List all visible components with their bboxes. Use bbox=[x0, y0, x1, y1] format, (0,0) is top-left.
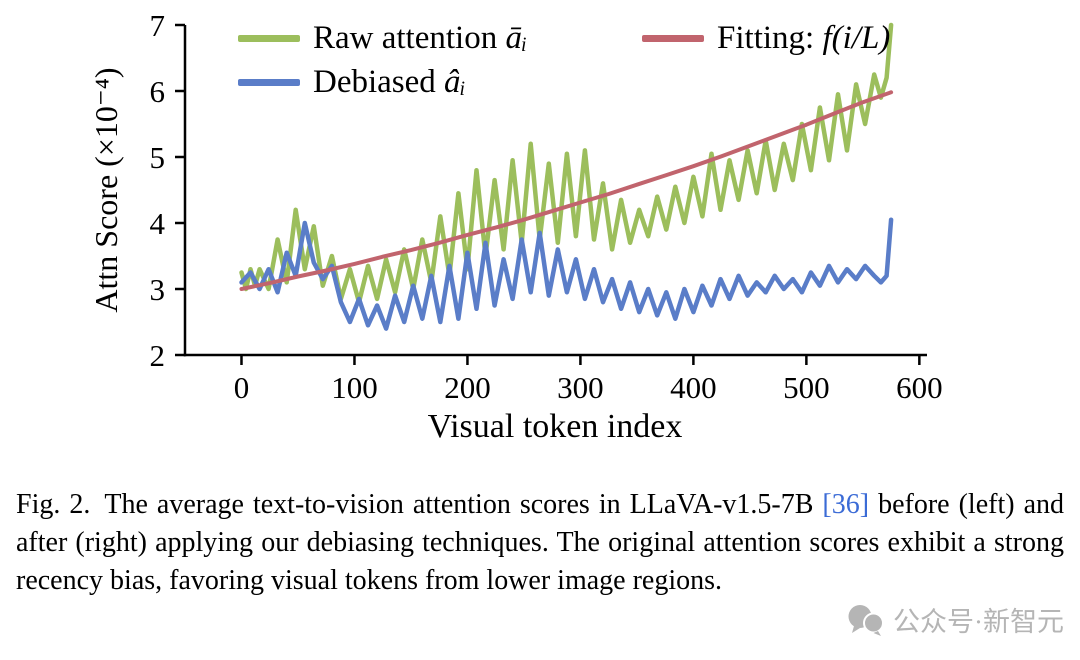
y-tick-label: 3 bbox=[150, 272, 166, 307]
y-axis-label: Attn Score (×10⁻⁴) bbox=[87, 67, 125, 312]
figure-caption: Fig. 2. The average text-to-vision attent… bbox=[16, 486, 1064, 600]
y-tick-label: 6 bbox=[150, 74, 166, 109]
caption-figure-label: Fig. 2. bbox=[16, 489, 91, 520]
y-tick-label: 4 bbox=[150, 206, 166, 241]
legend-item-fitting: Fitting: f(i/L) bbox=[642, 18, 890, 58]
x-tick-label: 500 bbox=[783, 370, 830, 405]
figure-2-chart: 0 100 200 300 400 500 600 2 3 4 5 6 7 Attn Score (×1… bbox=[87, 8, 943, 446]
wechat-icon bbox=[848, 604, 884, 636]
y-tick-label: 2 bbox=[150, 338, 166, 373]
legend-swatch-debiased bbox=[238, 78, 300, 86]
legend-label-debiased: Debiased âᵢ bbox=[313, 63, 466, 100]
x-tick-label: 300 bbox=[557, 370, 604, 405]
caption-text-before-cite: The average text-to-vision attention sco… bbox=[104, 489, 814, 520]
caption-text-after-cite: before (left) and after (right) applying… bbox=[16, 489, 1065, 596]
y-tick-label: 5 bbox=[150, 140, 166, 175]
x-tick-label: 0 bbox=[234, 370, 250, 405]
citation-36[interactable]: [36] bbox=[822, 489, 870, 520]
x-tick-label: 600 bbox=[896, 370, 943, 405]
y-tick-label: 7 bbox=[150, 8, 166, 43]
legend-label-raw-attention: Raw attention āᵢ bbox=[313, 19, 528, 56]
legend-label-fitting: Fitting: f(i/L) bbox=[717, 19, 891, 56]
legend-swatch-fitting bbox=[642, 34, 704, 42]
x-tick-label: 100 bbox=[331, 370, 378, 405]
fitting-line bbox=[239, 90, 894, 291]
y-axis-label-text: Attn Score (×10⁻⁴) bbox=[88, 67, 124, 313]
watermark-text: 公众号·新智元 bbox=[893, 607, 1064, 637]
x-axis-label-text: Visual token index bbox=[427, 408, 683, 445]
legend-item-debiased: Debiased âᵢ bbox=[238, 62, 466, 102]
attention-plot: 0 100 200 300 400 500 600 2 3 4 5 6 7 bbox=[150, 8, 943, 405]
legend-item-raw-attention: Raw attention āᵢ bbox=[238, 18, 527, 58]
x-axis-label: Visual token index bbox=[305, 408, 805, 446]
watermark: 公众号·新智元 bbox=[846, 600, 1064, 639]
legend-swatch-raw-attention bbox=[238, 34, 300, 42]
x-tick-label: 400 bbox=[670, 370, 717, 405]
debiased-line bbox=[239, 217, 894, 331]
x-tick-label: 200 bbox=[444, 370, 491, 405]
